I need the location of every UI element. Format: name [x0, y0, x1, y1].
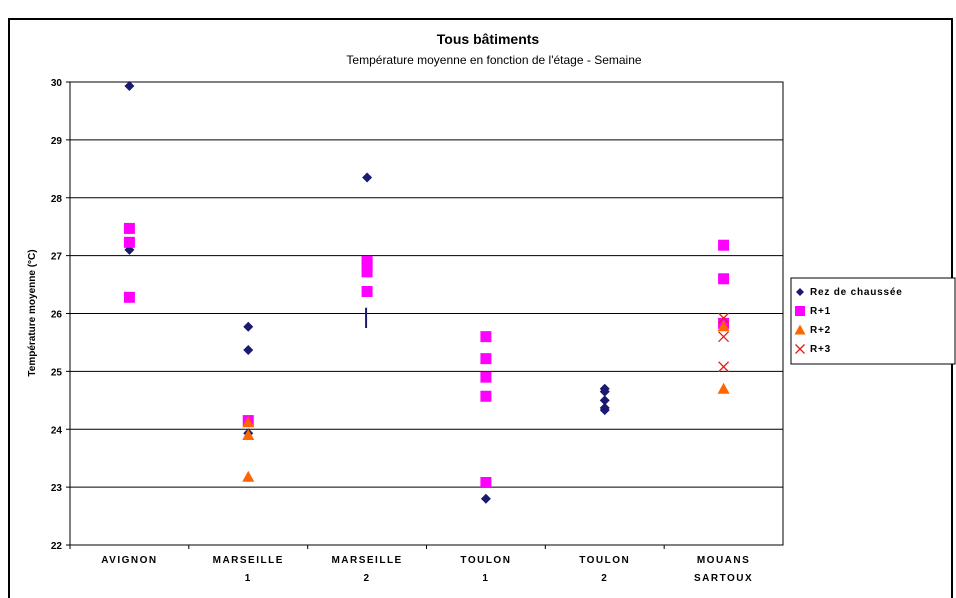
- point-rez-de-chauss-e: [599, 405, 610, 416]
- y-tick-label: 22: [51, 541, 63, 552]
- point-r-1: [123, 222, 135, 234]
- point-rez-de-chauss-e: [480, 493, 491, 504]
- x-tick-label-line2: 1: [482, 573, 489, 584]
- legend-label-rez-de-chauss-e: Rez de chaussée: [810, 287, 903, 298]
- y-tick-label: 26: [51, 310, 63, 321]
- x-tick-label: AVIGNON: [101, 555, 157, 566]
- point-r-2: [242, 416, 255, 428]
- point-r-3: [718, 331, 730, 343]
- x-tick-label: MOUANS: [697, 555, 750, 566]
- legend-marker-r-3: [795, 344, 805, 354]
- x-tick-label-line2: 2: [364, 573, 371, 584]
- gridlines: [70, 81, 783, 546]
- y-tick-label: 24: [51, 425, 63, 436]
- cross-stroke: [718, 312, 730, 324]
- y-tick-label: 27: [51, 252, 63, 263]
- legend-marker-r-2: [794, 324, 806, 335]
- point-rez-de-chauss-e: [124, 81, 135, 92]
- x-axis-ticks: AVIGNON MARSEILLE 1 MARSEILLE 2 TOULON 1 TOULON…: [69, 545, 753, 584]
- point-r-1: [480, 371, 492, 383]
- point-rez-de-chauss-e: [243, 344, 254, 355]
- legend-marker-r-1: [795, 306, 805, 316]
- x-tick-label: TOULON: [460, 555, 511, 566]
- chart-subtitle: Température moyenne en fonction de l'éta…: [346, 53, 641, 67]
- legend-label-r-2: R+2: [810, 325, 831, 336]
- point-r-1: [123, 236, 135, 248]
- point-r-1: [361, 286, 373, 298]
- point-r-1: [718, 239, 730, 251]
- point-r-1: [480, 353, 492, 365]
- cross-stroke: [718, 331, 730, 343]
- point-r-2: [717, 320, 730, 332]
- point-r-2: [717, 382, 730, 394]
- x-tick-label: MARSEILLE: [331, 555, 402, 566]
- point-r-2: [242, 470, 255, 482]
- point-r-3: [718, 361, 730, 373]
- point-r-1: [361, 259, 373, 271]
- y-tick-label: 30: [51, 78, 63, 89]
- chart-title: Tous bâtiments: [437, 31, 540, 47]
- point-rez-de-chauss-e: [243, 321, 254, 332]
- data-points: [123, 81, 730, 504]
- point-rez-de-chauss-e: [599, 395, 610, 406]
- x-tick-label-line2: SARTOUX: [694, 573, 753, 584]
- legend: Rez de chaussée R+1 R+2 R+3: [790, 277, 956, 365]
- y-axis-label: Température moyenne (°C): [27, 249, 38, 376]
- legend-label-r-1: R+1: [810, 306, 831, 317]
- x-tick-label: MARSEILLE: [213, 555, 284, 566]
- x-tick-label-line2: 1: [245, 573, 252, 584]
- legend-label-r-3: R+3: [810, 344, 831, 355]
- point-r-3: [718, 312, 730, 324]
- legend-box: [790, 277, 956, 365]
- x-tick-label: TOULON: [579, 555, 630, 566]
- y-tick-label: 28: [51, 194, 63, 205]
- point-r-1: [480, 476, 492, 488]
- point-r-1: [480, 331, 492, 343]
- point-r-1: [361, 266, 373, 278]
- cross-stroke: [718, 361, 730, 373]
- y-tick-label: 23: [51, 483, 63, 494]
- point-r-2: [242, 429, 255, 441]
- x-tick-label-line2: 2: [601, 573, 608, 584]
- y-tick-label: 25: [51, 367, 63, 378]
- point-rez-de-chauss-e: [599, 386, 610, 397]
- point-r-1: [123, 291, 135, 303]
- y-tick-label: 29: [51, 136, 63, 147]
- point-r-1: [718, 273, 730, 285]
- cross-stroke: [795, 344, 805, 354]
- y-axis-ticks: 22 23 24 25 26 27 28 29 30: [51, 78, 70, 552]
- point-rez-de-chauss-e: [362, 172, 373, 183]
- point-r-1: [480, 390, 492, 402]
- legend-marker-rez-de-chauss-e: [796, 288, 804, 296]
